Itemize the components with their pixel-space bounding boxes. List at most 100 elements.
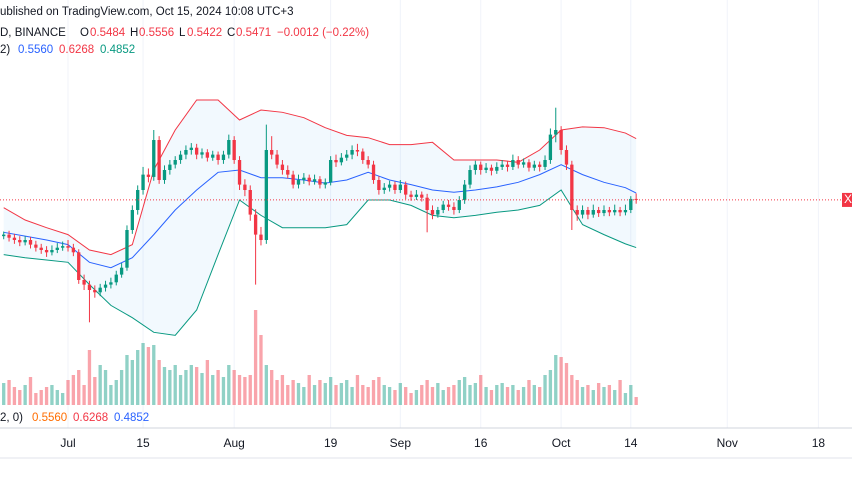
candle-body [28, 240, 33, 245]
candle-body [189, 147, 193, 150]
candle-body [152, 140, 156, 177]
volume-bar [227, 365, 231, 405]
candle-body [468, 170, 472, 185]
candle-body [173, 160, 177, 165]
volume-bar [87, 350, 92, 405]
volume-bar [109, 385, 113, 405]
volume-bar [28, 377, 33, 405]
volume-bar [114, 380, 118, 405]
candle-body [55, 247, 59, 250]
volume-bar [495, 385, 499, 405]
bb-key: 2) [0, 44, 10, 56]
candle-body [398, 184, 402, 190]
volume-bar [23, 385, 27, 405]
volume-bar [323, 383, 327, 405]
volume-bar [2, 383, 6, 405]
candle-body [227, 140, 231, 155]
volume-bar [50, 385, 54, 405]
volume-bar [264, 365, 268, 405]
volume-bar [387, 387, 392, 405]
candle-body [119, 267, 124, 275]
candle-body [366, 160, 370, 165]
candle-body [77, 252, 81, 280]
candle-body [420, 194, 424, 198]
candle-body [157, 140, 161, 180]
candle-body [457, 200, 461, 210]
candle-body [532, 164, 536, 168]
bb-value: 0.6268 [59, 44, 94, 56]
candle-body [554, 130, 558, 135]
candle-body [291, 174, 295, 185]
candle-body [623, 210, 628, 213]
candle-body [382, 187, 386, 190]
volume-bar [39, 390, 43, 405]
volume-bar [130, 360, 134, 405]
volume-bar [607, 385, 612, 405]
candle-body [286, 170, 290, 175]
volume-bar [152, 345, 156, 405]
candle-body [446, 204, 451, 207]
volume-bar [232, 370, 236, 405]
volume-bar [71, 375, 76, 405]
candle-body [350, 150, 354, 155]
candle-body [607, 210, 612, 213]
ohlc-key: C [227, 27, 235, 39]
volume-bar [98, 365, 102, 405]
volume-bar [350, 387, 354, 405]
candle-body [23, 240, 27, 243]
candle-body [2, 234, 6, 237]
volume-bar [60, 393, 65, 405]
volume-bar [602, 387, 606, 405]
volume-bar [559, 357, 563, 405]
candle-body [527, 162, 531, 168]
candle-body [232, 140, 236, 160]
candle-body [237, 160, 242, 185]
band-fill [3, 100, 637, 336]
volume-bar [404, 387, 408, 405]
volume-bar [184, 370, 188, 405]
ohlc-key: L [179, 27, 186, 39]
candle-body [414, 194, 419, 197]
published-note: ublished on TradingView.com, Oct 15, 202… [0, 6, 294, 18]
candle-body [82, 280, 86, 285]
volume-bar [82, 385, 86, 405]
candle-body [484, 167, 488, 170]
candle-body [184, 150, 188, 155]
candle-body [591, 210, 595, 215]
candle-body [98, 287, 102, 293]
candle-body [253, 214, 258, 235]
volume-bar [473, 383, 478, 405]
volume-bar [623, 393, 628, 405]
candle-body [200, 152, 204, 155]
candle-body [109, 282, 113, 285]
volume-bar [34, 393, 38, 405]
volume-bar [136, 350, 140, 405]
volume-bar [575, 380, 579, 405]
volume-bar [355, 375, 360, 405]
volume-bar [286, 385, 290, 405]
volume-bar [596, 383, 601, 405]
volume-bar [12, 387, 17, 405]
volume-bar [162, 367, 167, 405]
ohlc-value: 0.5422 [187, 27, 222, 39]
volume-bar [629, 385, 633, 405]
volume-bar [141, 343, 145, 405]
candle-body [7, 234, 11, 238]
ohlc-key: H [130, 27, 138, 39]
candle-body [489, 167, 494, 171]
band-line [3, 99, 637, 256]
bb-value: 0.5560 [32, 412, 67, 424]
volume-bar [548, 370, 553, 405]
change: −0.0012 (−0.22%) [277, 27, 369, 39]
volume-bar [77, 370, 81, 405]
candle-body [50, 250, 54, 253]
volume-bar [243, 377, 247, 405]
candle-body [141, 174, 145, 190]
volume-bar [489, 390, 494, 405]
volume-bar [371, 380, 376, 405]
ohlc-value: 0.5471 [236, 27, 271, 39]
candle-body [602, 210, 606, 214]
volume-bar [312, 385, 317, 405]
ohlc-value: 0.5484 [90, 27, 126, 39]
